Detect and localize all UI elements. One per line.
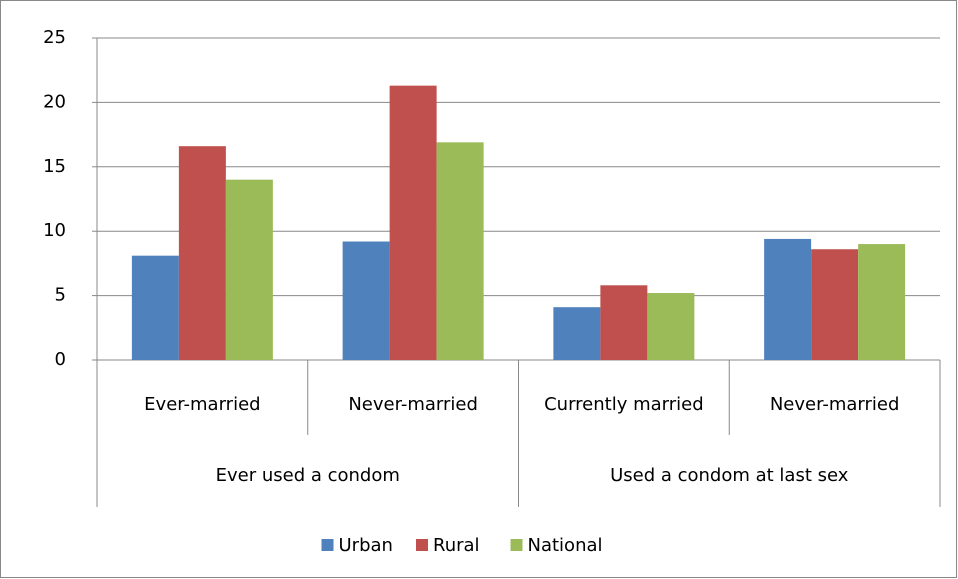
bar	[858, 244, 906, 360]
y-tick-label: 25	[43, 27, 66, 48]
y-tick-label: 10	[43, 220, 66, 241]
x-tick-label: Never-married	[348, 394, 478, 415]
bar	[389, 85, 437, 360]
bar	[647, 293, 695, 360]
bar	[178, 146, 226, 360]
bar	[811, 249, 859, 360]
bar	[225, 179, 273, 360]
group-label: Ever used a condom	[216, 465, 400, 486]
legend-label: Urban	[339, 535, 393, 556]
bar	[764, 238, 812, 360]
x-tick-label: Never-married	[770, 394, 900, 415]
y-tick-label: 0	[55, 349, 66, 370]
x-tick-label: Currently married	[544, 394, 704, 415]
bar	[553, 307, 601, 360]
legend-swatch	[416, 539, 428, 551]
bar	[436, 142, 484, 360]
legend-label: National	[528, 535, 603, 556]
x-tick-label: Ever-married	[144, 394, 260, 415]
group-label: Used a condom at last sex	[610, 465, 849, 486]
legend-swatch	[321, 539, 334, 551]
y-tick-label: 20	[43, 91, 66, 112]
y-tick-label: 15	[43, 156, 66, 177]
y-tick-label: 5	[55, 285, 66, 306]
legend-label: Rural	[433, 535, 480, 556]
bar	[342, 241, 390, 360]
bar	[600, 285, 648, 360]
legend-swatch	[510, 539, 523, 551]
bar	[131, 255, 179, 360]
